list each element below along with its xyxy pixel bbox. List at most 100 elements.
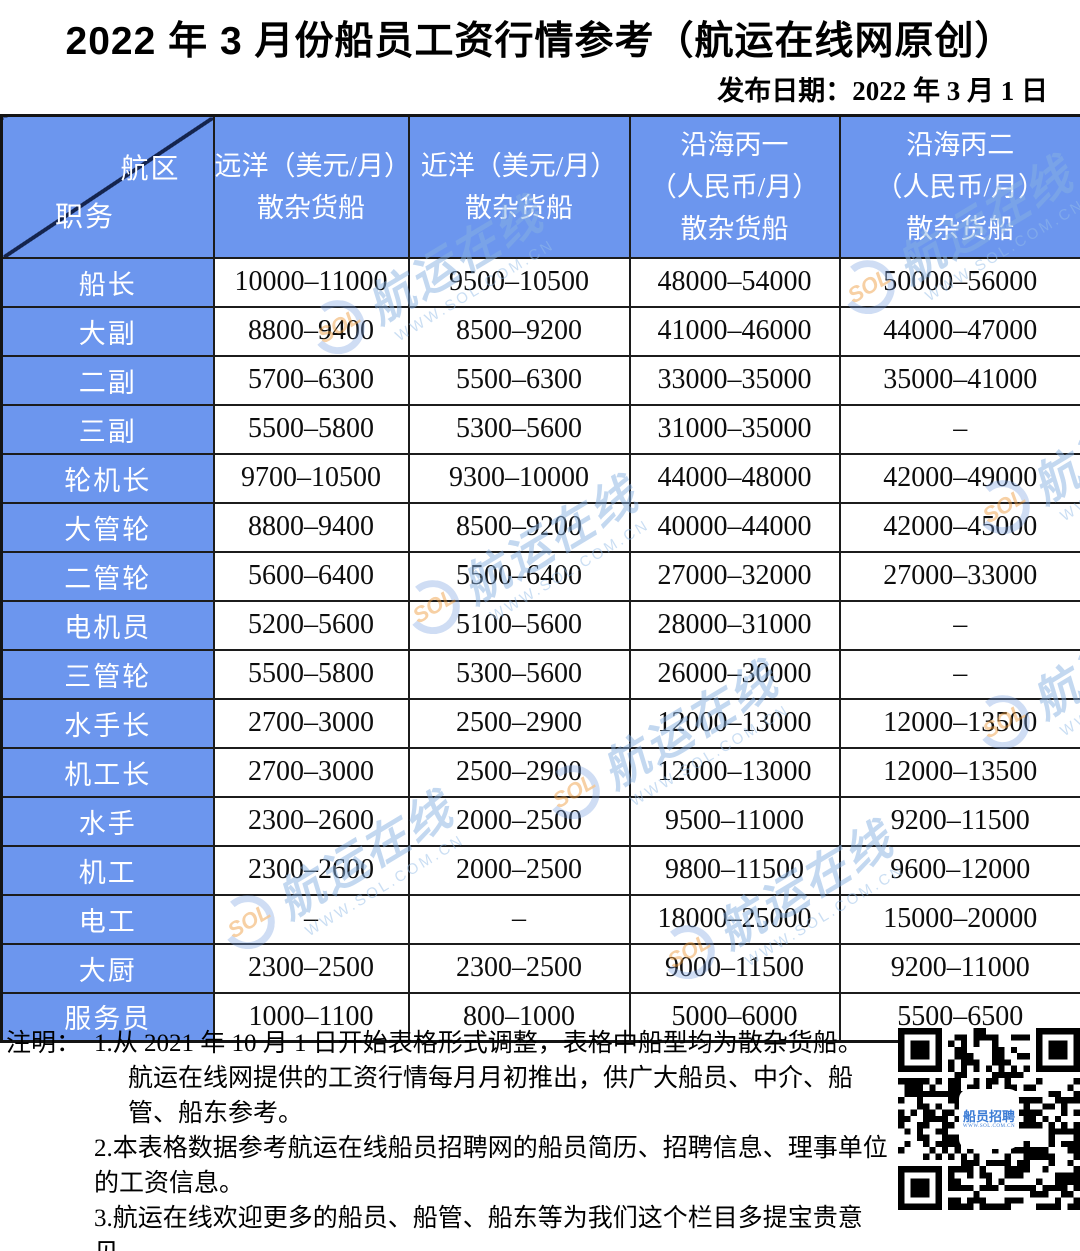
salary-cell: – bbox=[838, 599, 1080, 651]
salary-cell: 9200–11500 bbox=[838, 795, 1080, 847]
note-line: 航运在线网提供的工资行情每月月初推出，供广大船员、中介、船管、船东参考。 bbox=[128, 1065, 854, 1127]
salary-cell: – bbox=[212, 893, 410, 945]
position-cell: 机工长 bbox=[0, 746, 215, 798]
qr-center-label: 船员招聘 bbox=[962, 1109, 1015, 1124]
salary-cell: 33000–35000 bbox=[628, 354, 841, 406]
salary-cell: 10000–11000 bbox=[212, 256, 410, 308]
position-cell: 电工 bbox=[0, 893, 215, 945]
note-item-1: 1.从 2021 年 10 月 1 日开始表格形式调整，表格中船型均为散杂货船。 bbox=[94, 1030, 863, 1057]
salary-cell: 9000–11500 bbox=[628, 942, 841, 994]
salary-cell: 5500–6300 bbox=[407, 354, 631, 406]
salary-cell: 5300–5600 bbox=[407, 403, 631, 455]
salary-cell: 9500–11000 bbox=[628, 795, 841, 847]
salary-cell: 12000–13500 bbox=[838, 746, 1080, 798]
column-header: 近洋（美元/月） 散杂货船 bbox=[407, 114, 631, 259]
table-row: 大管轮 8800–9400 8500–9200 40000–44000 42000–45… bbox=[0, 501, 1080, 553]
position-cell: 大管轮 bbox=[0, 501, 215, 553]
salary-cell: 9600–12000 bbox=[838, 844, 1080, 896]
salary-cell: 12000–13000 bbox=[628, 697, 841, 749]
note-label: 注明： bbox=[6, 1030, 82, 1057]
position-cell: 船长 bbox=[0, 256, 215, 308]
salary-cell: 42000–45000 bbox=[838, 501, 1080, 553]
corner-cell: 航区 职务 bbox=[0, 114, 215, 259]
salary-cell: 2700–3000 bbox=[212, 746, 410, 798]
salary-cell: 26000–30000 bbox=[628, 648, 841, 700]
salary-cell: – bbox=[838, 403, 1080, 455]
note-line: 3.航运在线欢迎更多的船员、船管、船东等为我们这个栏目多提宝贵意见。 bbox=[94, 1205, 863, 1251]
salary-cell: 18000–25000 bbox=[628, 893, 841, 945]
position-cell: 轮机长 bbox=[0, 452, 215, 504]
salary-cell: 9800–11500 bbox=[628, 844, 841, 896]
salary-cell: 2300–2500 bbox=[212, 942, 410, 994]
salary-cell: 2500–2900 bbox=[407, 697, 631, 749]
position-cell: 电机员 bbox=[0, 599, 215, 651]
salary-cell: 41000–46000 bbox=[628, 305, 841, 357]
position-cell: 机工 bbox=[0, 844, 215, 896]
salary-cell: 27000–33000 bbox=[838, 550, 1080, 602]
salary-table: 航区 职务 远洋（美元/月） 散杂货船 近洋（美元/月） 散杂货船 沿海丙一 （人民币/月… bbox=[0, 114, 1080, 1043]
table-row: 电机员 5200–5600 5100–5600 28000–31000– bbox=[0, 599, 1080, 651]
qr-center-url: WWW.SOL.COM.CN bbox=[962, 1124, 1016, 1129]
salary-cell: 8500–9200 bbox=[407, 501, 631, 553]
table-row: 三管轮 5500–5800 5300–5600 26000–30000– bbox=[0, 648, 1080, 700]
salary-cell: 12000–13500 bbox=[838, 697, 1080, 749]
salary-cell: 9300–10000 bbox=[407, 452, 631, 504]
salary-cell: 5600–6400 bbox=[212, 550, 410, 602]
position-cell: 二副 bbox=[0, 354, 215, 406]
table-row: 轮机长 9700–10500 9300–10000 44000–48000 42000–… bbox=[0, 452, 1080, 504]
salary-cell: 5000–6000 bbox=[628, 991, 841, 1043]
salary-cell: 27000–32000 bbox=[628, 550, 841, 602]
notes-section: 注明： 1.从 2021 年 10 月 1 日开始表格形式调整，表格中船型均为散… bbox=[6, 1026, 902, 1251]
table-row: 二管轮 5600–6400 5500–6400 27000–32000 27000–33… bbox=[0, 550, 1080, 602]
qr-code: 船员招聘 WWW.SOL.COM.CN bbox=[898, 1028, 1080, 1210]
salary-cell: 2300–2600 bbox=[212, 844, 410, 896]
table-row: 二副 5700–6300 5500–6300 33000–35000 35000–410… bbox=[0, 354, 1080, 406]
position-cell: 三管轮 bbox=[0, 648, 215, 700]
salary-cell: 5100–5600 bbox=[407, 599, 631, 651]
salary-cell: 5300–5600 bbox=[407, 648, 631, 700]
salary-cell: 28000–31000 bbox=[628, 599, 841, 651]
salary-cell: 9200–11000 bbox=[838, 942, 1080, 994]
table-row: 三副 5500–5800 5300–5600 31000–35000– bbox=[0, 403, 1080, 455]
salary-cell: 42000–49000 bbox=[838, 452, 1080, 504]
salary-cell: 12000–13000 bbox=[628, 746, 841, 798]
table-row: 水手 2300–2600 2000–2500 9500–11000 9200–11500 bbox=[0, 795, 1080, 847]
salary-cell: 44000–47000 bbox=[838, 305, 1080, 357]
salary-cell: 5500–5800 bbox=[212, 648, 410, 700]
salary-cell: 2500–2900 bbox=[407, 746, 631, 798]
salary-cell: 8800–9400 bbox=[212, 501, 410, 553]
position-cell: 大副 bbox=[0, 305, 215, 357]
table-row: 水手长 2700–3000 2500–2900 12000–13000 12000–13… bbox=[0, 697, 1080, 749]
page-title: 2022 年 3 月份船员工资行情参考（航运在线网原创） bbox=[65, 20, 1015, 63]
position-cell: 水手 bbox=[0, 795, 215, 847]
position-cell: 服务员 bbox=[0, 991, 215, 1043]
note-line: 2.本表格数据参考航运在线船员招聘网的船员简历、招聘信息、理事单位的工资信息。 bbox=[94, 1135, 888, 1197]
note-line: 注明： 1.从 2021 年 10 月 1 日开始表格形式调整，表格中船型均为散… bbox=[6, 1026, 902, 1061]
salary-cell: 35000–41000 bbox=[838, 354, 1080, 406]
salary-cell: 2300–2500 bbox=[407, 942, 631, 994]
salary-cell: 5500–6400 bbox=[407, 550, 631, 602]
table-row: 大厨 2300–2500 2300–2500 9000–11500 9200–11000 bbox=[0, 942, 1080, 994]
table-row: 大副 8800–9400 8500–9200 41000–46000 44000–470… bbox=[0, 305, 1080, 357]
salary-cell: – bbox=[407, 893, 631, 945]
salary-cell: 9700–10500 bbox=[212, 452, 410, 504]
column-header: 沿海丙二 （人民币/月） 散杂货船 bbox=[838, 114, 1080, 259]
salary-cell: 40000–44000 bbox=[628, 501, 841, 553]
column-header: 远洋（美元/月） 散杂货船 bbox=[212, 114, 411, 259]
column-header: 沿海丙一 （人民币/月） 散杂货船 bbox=[628, 114, 841, 259]
position-cell: 三副 bbox=[0, 403, 215, 455]
salary-cell: 2000–2500 bbox=[407, 844, 631, 896]
table-row: 电工 – –18000–25000 15000–20000 bbox=[0, 893, 1080, 945]
salary-cell: 9500–10500 bbox=[407, 256, 631, 308]
salary-cell: 5700–6300 bbox=[212, 354, 410, 406]
salary-cell: 8500–9200 bbox=[407, 305, 631, 357]
salary-cell: 44000–48000 bbox=[628, 452, 841, 504]
position-cell: 水手长 bbox=[0, 697, 215, 749]
publish-date: 发布日期：2022 年 3 月 1 日 bbox=[717, 76, 1048, 106]
table-row: 服务员 1000–1100 800–1000 5000–6000 5500–6500 bbox=[0, 991, 1080, 1043]
salary-cell: 5200–5600 bbox=[212, 599, 410, 651]
position-cell: 二管轮 bbox=[0, 550, 215, 602]
corner-label-region: 航区 bbox=[120, 154, 181, 185]
qr-center-logo: 船员招聘 WWW.SOL.COM.CN bbox=[961, 1091, 1017, 1147]
